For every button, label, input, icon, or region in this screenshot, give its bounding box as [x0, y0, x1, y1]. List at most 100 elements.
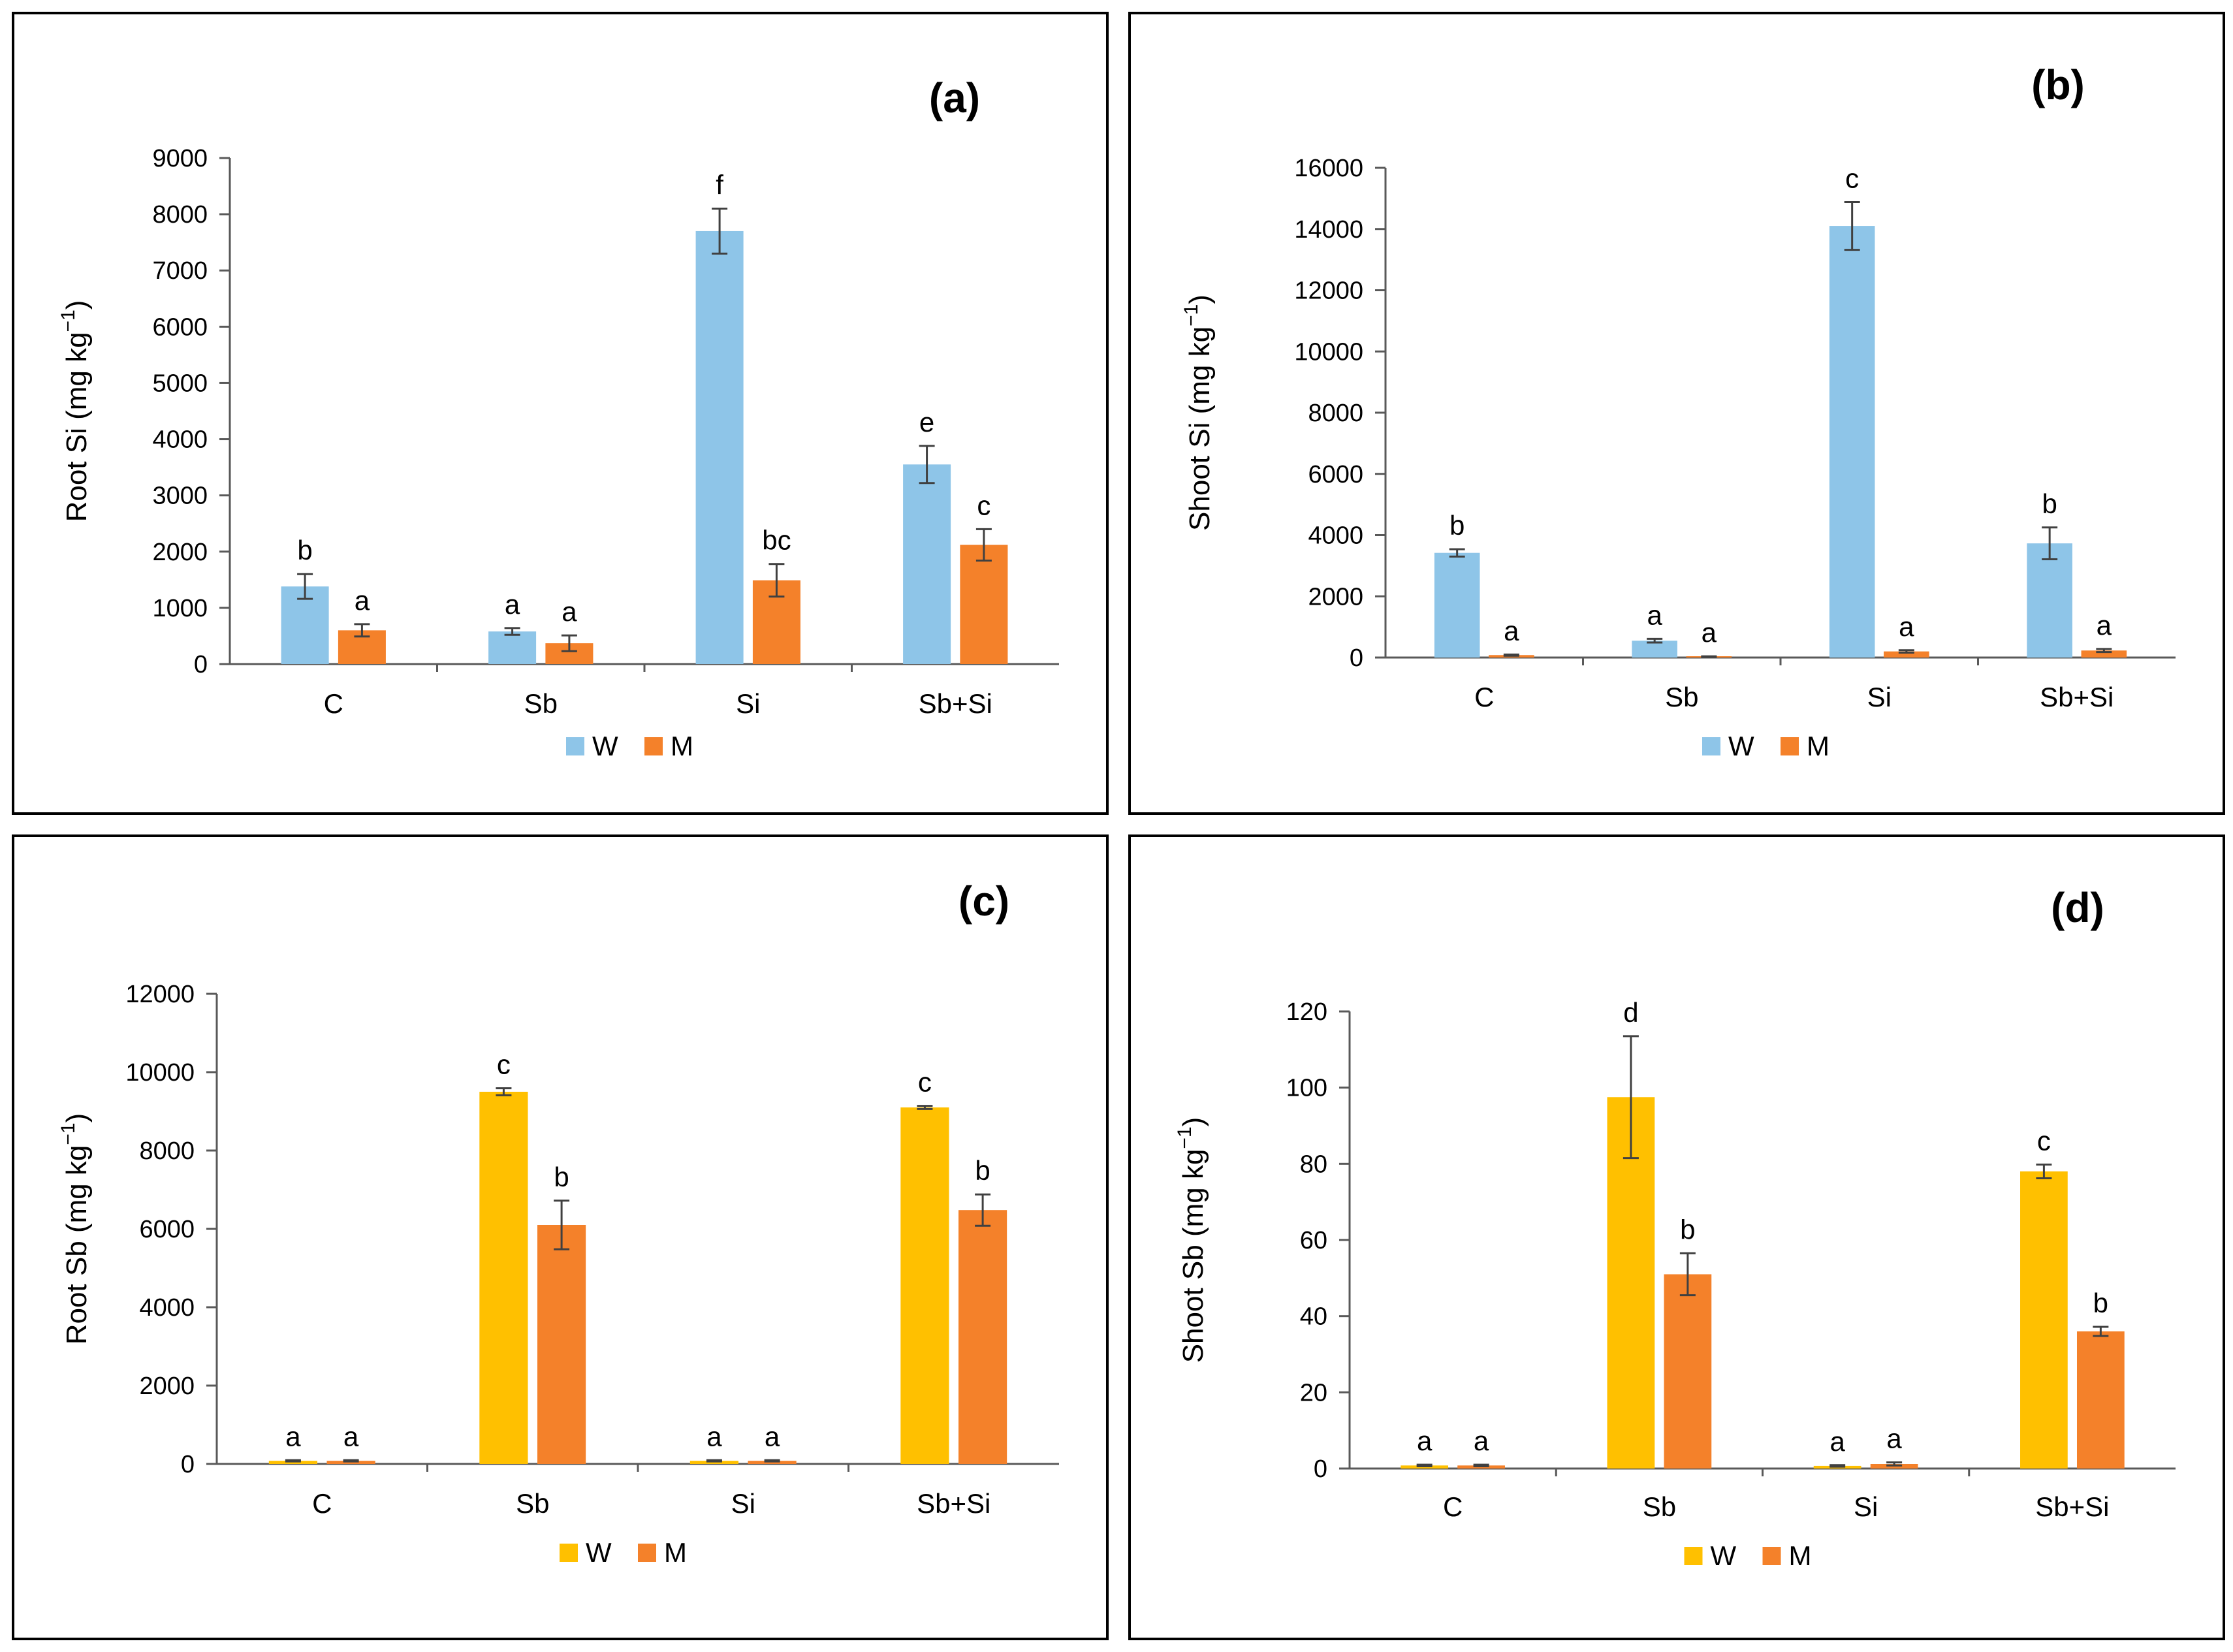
- y-tick-label: 3000: [152, 483, 208, 510]
- x-tick-label: Sb: [516, 1488, 549, 1519]
- legend-label-W: W: [586, 1537, 612, 1568]
- y-tick-label: 6000: [152, 313, 208, 341]
- significance-letter: a: [1504, 615, 1519, 646]
- y-tick-label: 0: [1314, 1455, 1327, 1483]
- y-tick-label: 8000: [139, 1137, 195, 1165]
- significance-letter: a: [1417, 1425, 1433, 1456]
- significance-letter: a: [1474, 1425, 1489, 1456]
- y-tick-label: 8000: [152, 201, 208, 229]
- chart-panel-b: (b) 0 2000 4000 6000 8000 10000 12000 14000 16000…: [1128, 12, 2225, 815]
- y-tick-label: 10000: [125, 1059, 195, 1087]
- significance-letter: c: [2037, 1126, 2051, 1156]
- significance-letter: a: [765, 1421, 780, 1452]
- y-tick-label: 40: [1300, 1303, 1327, 1331]
- significance-letter: a: [1647, 599, 1662, 630]
- bar-M-Sb+Si: [2081, 650, 2127, 658]
- legend-swatch-W: [1702, 737, 1720, 755]
- y-tick-label: 6000: [1308, 461, 1363, 488]
- y-tick-label: 7000: [152, 257, 208, 285]
- chart-svg: (c) 0 2000 4000 6000 8000 10000 12000 Root Sb (m…: [57, 878, 1059, 1568]
- bar-M-Sb+Si: [2076, 1331, 2125, 1469]
- y-tick-label: 4000: [139, 1294, 195, 1322]
- significance-letter: a: [562, 596, 577, 627]
- significance-letter: bc: [762, 525, 791, 556]
- significance-letter: a: [706, 1421, 722, 1452]
- significance-letter: b: [554, 1162, 569, 1192]
- legend-label-W: W: [592, 731, 618, 761]
- x-tick-label: Sb+Si: [2040, 682, 2114, 712]
- bar-M-Sb+Si: [958, 1210, 1007, 1464]
- bar-M-C: [326, 1461, 375, 1464]
- significance-letter: f: [716, 170, 723, 200]
- significance-letter: b: [297, 535, 312, 565]
- legend-swatch-M: [644, 737, 663, 755]
- bar-M-Sb: [1664, 1274, 1712, 1469]
- y-tick-label: 0: [181, 1451, 195, 1478]
- bar-M-Sb+Si: [960, 545, 1008, 664]
- y-tick-label: 16000: [1294, 155, 1363, 182]
- y-tick-label: 4000: [1308, 522, 1363, 550]
- legend-swatch-M: [1781, 737, 1799, 755]
- legend-swatch-W: [566, 737, 584, 755]
- significance-letter: b: [2093, 1288, 2108, 1318]
- bar-W-Sb+Si: [903, 464, 951, 664]
- legend-swatch-M: [1762, 1547, 1781, 1565]
- y-tick-label: 5000: [152, 370, 208, 397]
- significance-letter: a: [505, 589, 520, 620]
- bar-W-Sb: [479, 1092, 528, 1464]
- y-axis-label: Root Sb (mg kg−1): [57, 1113, 93, 1345]
- legend-label-M: M: [664, 1537, 687, 1568]
- panel-label: (d): [2051, 884, 2104, 931]
- y-tick-label: 60: [1300, 1227, 1327, 1254]
- x-tick-label: C: [324, 688, 343, 719]
- x-tick-label: C: [1474, 682, 1494, 712]
- y-axis-label: Shoot Sb (mg kg−1): [1174, 1117, 1209, 1363]
- significance-letter: a: [1702, 617, 1717, 648]
- y-tick-label: 2000: [152, 539, 208, 566]
- significance-letter: a: [343, 1421, 359, 1452]
- panel-label: (a): [929, 74, 980, 121]
- panel-label: (b): [2031, 61, 2085, 108]
- y-tick-label: 0: [1350, 644, 1363, 672]
- significance-letter: a: [2097, 610, 2112, 641]
- y-tick-label: 9000: [152, 145, 208, 172]
- y-tick-label: 2000: [1308, 583, 1363, 611]
- bar-W-Sb: [488, 631, 537, 664]
- significance-letter: b: [1680, 1214, 1695, 1245]
- y-axis-label: Root Si (mg kg−1): [57, 300, 93, 522]
- bar-W-Sb+Si: [900, 1107, 949, 1464]
- bar-W-C: [1434, 552, 1480, 658]
- legend-label-M: M: [1807, 731, 1829, 761]
- x-tick-label: Si: [731, 1488, 755, 1519]
- legend-label-M: M: [1789, 1540, 1812, 1571]
- x-tick-label: Sb: [1643, 1491, 1676, 1522]
- bar-W-Si: [1829, 226, 1875, 658]
- x-tick-label: Sb: [1665, 682, 1698, 712]
- y-tick-label: 0: [194, 651, 208, 678]
- significance-letter: a: [1886, 1423, 1902, 1454]
- y-tick-label: 12000: [1294, 278, 1363, 305]
- y-tick-label: 2000: [139, 1373, 195, 1400]
- chart-svg: (a) 0 1000 2000 3000 4000 5000 6000 7000 8000 9000…: [57, 74, 1059, 761]
- y-tick-label: 20: [1300, 1379, 1327, 1406]
- x-tick-label: Si: [736, 688, 760, 719]
- chart-panel-a: (a) 0 1000 2000 3000 4000 5000 6000 7000 8000 9000…: [12, 12, 1109, 815]
- y-tick-label: 80: [1300, 1151, 1327, 1178]
- y-tick-label: 120: [1286, 998, 1327, 1026]
- x-tick-label: C: [312, 1488, 332, 1519]
- bar-M-Sb: [537, 1225, 586, 1464]
- bar-M-Si: [748, 1461, 797, 1464]
- bar-W-Sb+Si: [2020, 1171, 2068, 1469]
- chart-svg: (d) 0 20 40 60 80 100 120 Shoot Sb (mg kg−1) Ca a S…: [1174, 884, 2176, 1571]
- significance-letter: e: [919, 407, 934, 437]
- significance-letter: a: [355, 585, 370, 616]
- bar-W-C: [268, 1461, 317, 1464]
- chart-panel-c: (c) 0 2000 4000 6000 8000 10000 12000 Root Sb (m…: [12, 834, 1109, 1640]
- y-tick-label: 100: [1286, 1075, 1327, 1102]
- significance-letter: b: [2042, 488, 2057, 519]
- significance-letter: a: [285, 1421, 301, 1452]
- y-axis-label: Shoot Si (mg kg−1): [1180, 294, 1216, 531]
- significance-letter: c: [1845, 163, 1859, 194]
- x-tick-label: Sb+Si: [919, 688, 992, 719]
